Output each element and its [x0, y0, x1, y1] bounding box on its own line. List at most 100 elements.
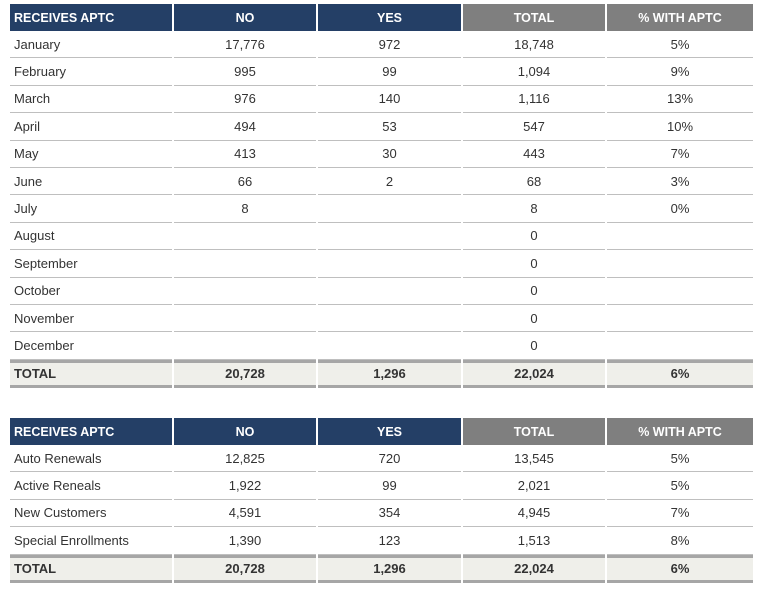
cell: 99 [318, 472, 461, 500]
cell: 18,748 [463, 31, 605, 59]
data-row: June 66 2 68 3% [10, 168, 753, 196]
total-row: TOTAL 20,728 1,296 22,024 6% [10, 359, 753, 388]
cell: 5% [607, 472, 753, 500]
cell [318, 278, 461, 305]
cell [318, 332, 461, 360]
cell: 4,945 [463, 500, 605, 528]
cell: % WITH APTC [607, 418, 753, 445]
cell [174, 278, 316, 305]
cell: 66 [174, 168, 316, 196]
cell: NO [174, 418, 316, 445]
data-row: December 0 [10, 332, 753, 360]
cell: 0% [607, 195, 753, 223]
cell [318, 250, 461, 278]
row-label: June [10, 168, 172, 196]
cell: 3% [607, 168, 753, 196]
data-row: January 17,776 972 18,748 5% [10, 31, 753, 59]
data-row: September 0 [10, 250, 753, 278]
cell: 22,024 [463, 359, 605, 388]
data-row: March 976 140 1,116 13% [10, 86, 753, 114]
data-row: Auto Renewals 12,825 720 13,545 5% [10, 445, 753, 473]
cell [607, 223, 753, 251]
row-label: October [10, 278, 172, 305]
cell [607, 250, 753, 278]
data-row: November 0 [10, 305, 753, 333]
data-row: August 0 [10, 223, 753, 251]
cell: 443 [463, 141, 605, 168]
cell: 5% [607, 31, 753, 59]
cell: 7% [607, 500, 753, 528]
cell: 1,094 [463, 58, 605, 86]
cell: TOTAL [463, 418, 605, 445]
row-label: February [10, 58, 172, 86]
cell: 12,825 [174, 445, 316, 473]
row-label: New Customers [10, 500, 172, 528]
row-label: January [10, 31, 172, 59]
data-row: April 494 53 547 10% [10, 113, 753, 141]
cell: YES [318, 4, 461, 31]
cell: 1,922 [174, 472, 316, 500]
cell: 0 [463, 332, 605, 360]
cell: 972 [318, 31, 461, 59]
data-row: May 413 30 443 7% [10, 141, 753, 168]
data-row: July 8 8 0% [10, 195, 753, 223]
row-label: Auto Renewals [10, 445, 172, 473]
cell: 1,116 [463, 86, 605, 114]
row-label: March [10, 86, 172, 114]
cell [174, 305, 316, 333]
cell: 720 [318, 445, 461, 473]
cell: 547 [463, 113, 605, 141]
cell: 8% [607, 527, 753, 555]
table: RECEIVES APTC NO YES TOTAL% WITH APTC Auto R… [10, 418, 753, 583]
cell: 0 [463, 223, 605, 251]
cell [174, 250, 316, 278]
header-row: RECEIVES APTC NO YES TOTAL% WITH APTC [10, 418, 753, 445]
cell: 1,296 [318, 554, 461, 583]
data-row: October 0 [10, 278, 753, 305]
cell [318, 195, 461, 223]
cell: 17,776 [174, 31, 316, 59]
cell: 976 [174, 86, 316, 114]
row-label: RECEIVES APTC [10, 418, 172, 445]
cell [607, 332, 753, 360]
row-label: December [10, 332, 172, 360]
cell: YES [318, 418, 461, 445]
cell [607, 278, 753, 305]
cell: 13,545 [463, 445, 605, 473]
cell: 4,591 [174, 500, 316, 528]
row-label: RECEIVES APTC [10, 4, 172, 31]
cell: 20,728 [174, 554, 316, 583]
cell [318, 223, 461, 251]
row-label: April [10, 113, 172, 141]
row-label: May [10, 141, 172, 168]
cell: 1,296 [318, 359, 461, 388]
cell: 7% [607, 141, 753, 168]
cell: 30 [318, 141, 461, 168]
cell: % WITH APTC [607, 4, 753, 31]
row-label: August [10, 223, 172, 251]
cell: 6% [607, 554, 753, 583]
cell: 6% [607, 359, 753, 388]
cell: 140 [318, 86, 461, 114]
data-row: February 995 99 1,094 9% [10, 58, 753, 86]
cell: 2 [318, 168, 461, 196]
row-label: November [10, 305, 172, 333]
cell: 68 [463, 168, 605, 196]
cell: 99 [318, 58, 461, 86]
cell: TOTAL [463, 4, 605, 31]
data-row: Special Enrollments 1,390 123 1,513 8% [10, 527, 753, 555]
cell [318, 305, 461, 333]
cell: 0 [463, 305, 605, 333]
cell: 1,390 [174, 527, 316, 555]
row-label: Special Enrollments [10, 527, 172, 555]
cell: 494 [174, 113, 316, 141]
cell: 22,024 [463, 554, 605, 583]
cell: 995 [174, 58, 316, 86]
row-label: TOTAL [10, 554, 172, 583]
cell: NO [174, 4, 316, 31]
row-label: Active Reneals [10, 472, 172, 500]
cell: 1,513 [463, 527, 605, 555]
row-label: TOTAL [10, 359, 172, 388]
cell: 0 [463, 278, 605, 305]
